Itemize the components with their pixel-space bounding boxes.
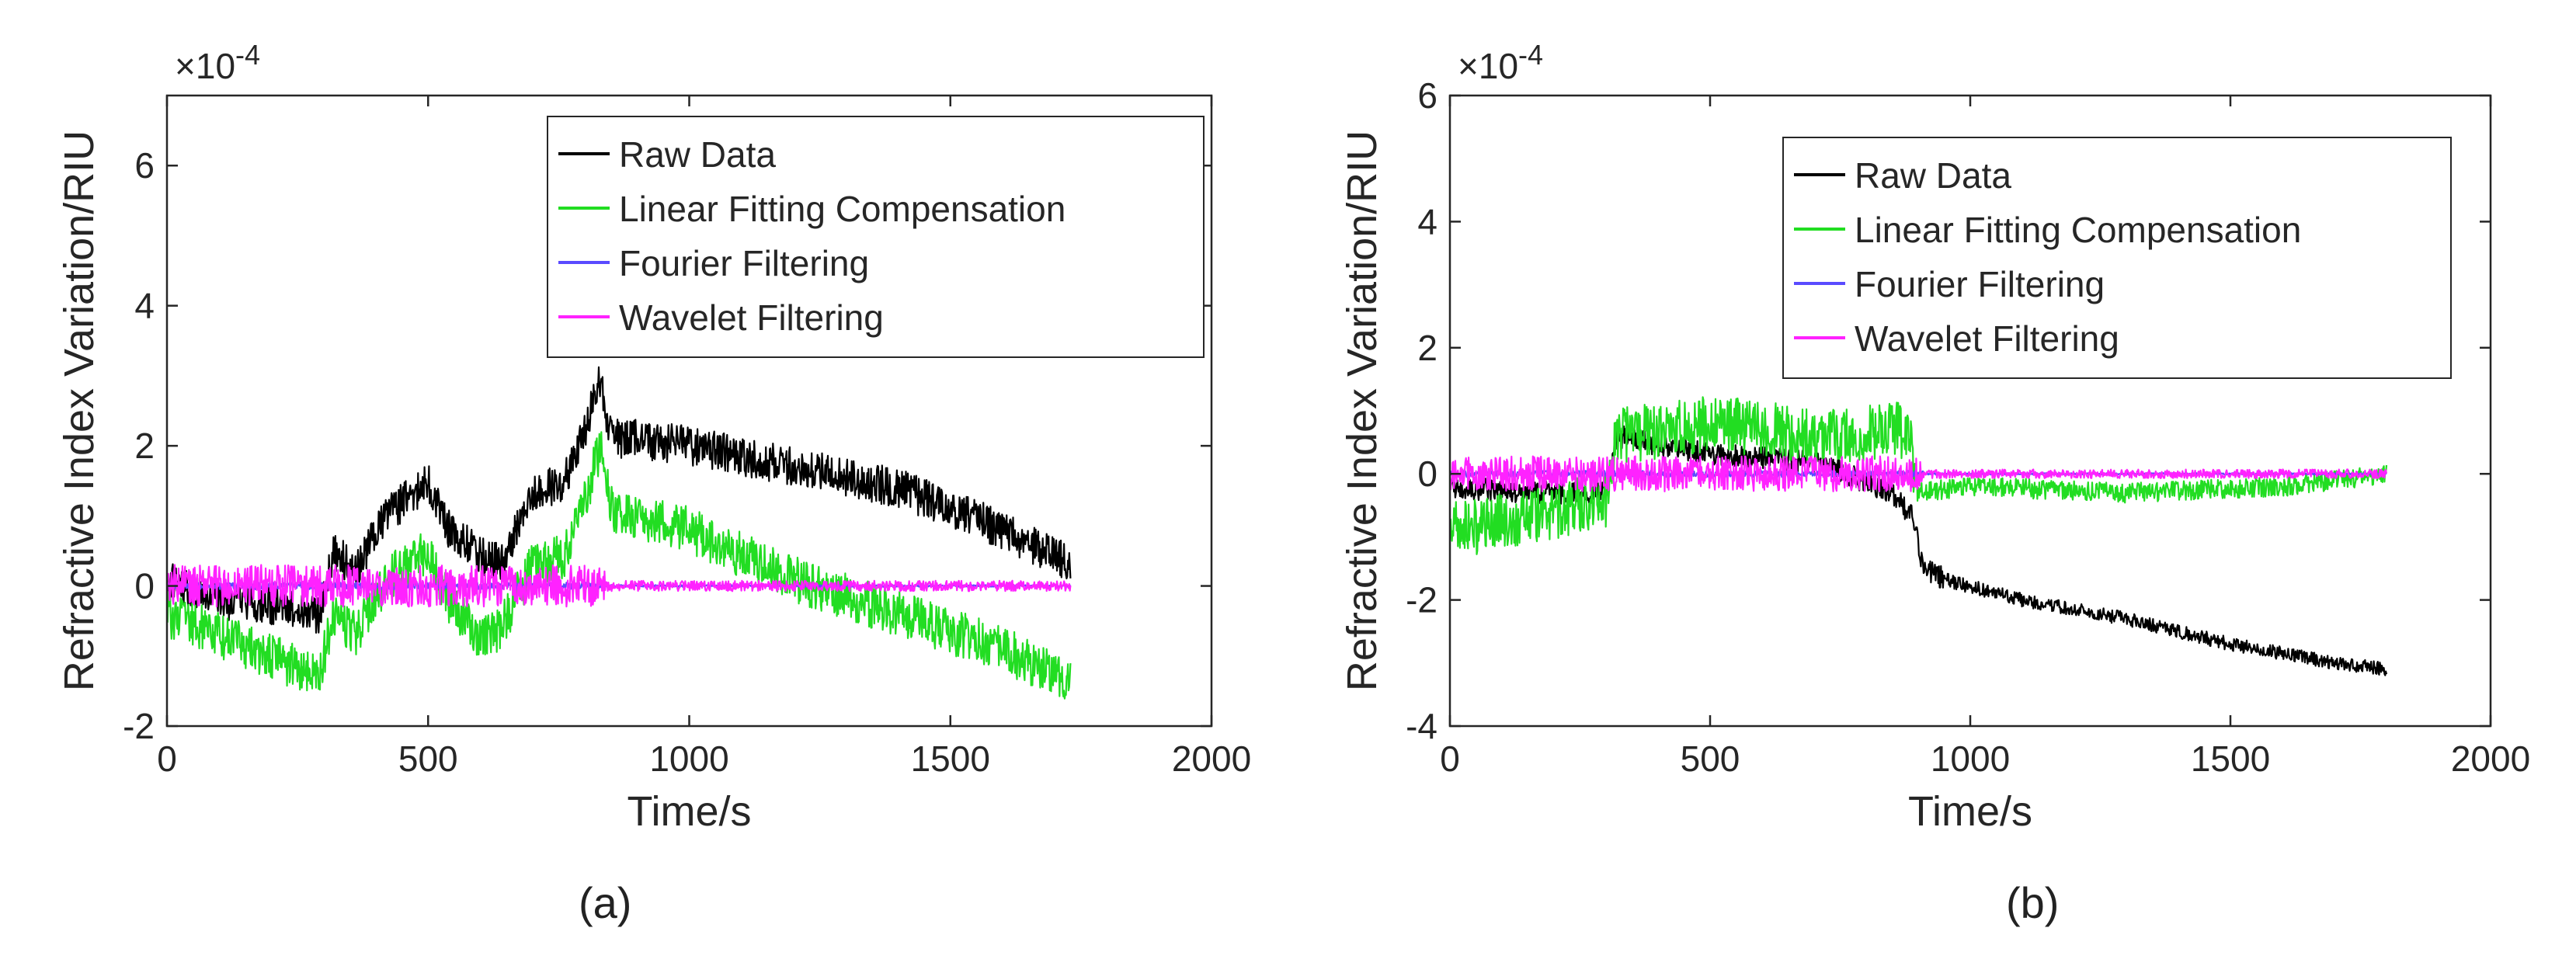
chart-b-ytick-label: -2: [1406, 580, 1437, 620]
chart-b-ytick-label: 0: [1417, 454, 1437, 494]
chart-a-legend-box: [547, 116, 1205, 358]
chart-b-xtick-label: 1500: [2191, 738, 2270, 779]
chart-a-series-raw-data: [167, 366, 1072, 634]
chart-b-series-group: [1450, 396, 2388, 676]
chart-b-xtick-label: 1000: [1931, 738, 2010, 779]
chart-a-series-linear-fitting-compensation: [167, 431, 1072, 700]
chart-a-xtick-label: 1000: [649, 738, 728, 779]
chart-b-y-exponent-power: -4: [1518, 39, 1543, 71]
chart-a-legend: Raw Data Linear Fitting Compensation Fouri…: [547, 116, 1205, 358]
chart-a-xtick-label: 2000: [1172, 738, 1251, 779]
chart-a-xtick-label: 500: [398, 738, 458, 779]
chart-a: 0 500 1000 1500 2000-20246×10-4Time/sRefract…: [56, 39, 1251, 835]
chart-a-ytick-label: 2: [134, 426, 155, 466]
chart-a-xtick-label: 1500: [911, 738, 990, 779]
chart-a-legend-label-2: Fourier Filtering: [619, 243, 869, 283]
chart-b-xtick-label: 0: [1440, 738, 1460, 779]
chart-a-ytick-label: 0: [134, 566, 155, 606]
panel-label-b: (b): [2006, 878, 2060, 927]
chart-a-ytick-label: 4: [134, 286, 155, 326]
chart-a-legend-label-3: Wavelet Filtering: [619, 297, 884, 338]
panel-label-a: (a): [579, 878, 632, 927]
chart-a-y-exponent: ×10-4: [175, 39, 260, 86]
chart-b-xlabel: Time/s: [1908, 788, 2032, 835]
chart-b-legend-label-0: Raw Data: [1855, 155, 2011, 196]
chart-a-y-exponent-power: -4: [235, 39, 260, 71]
chart-b-ytick-label: 4: [1417, 201, 1437, 242]
chart-b-ytick-label: 2: [1417, 328, 1437, 368]
chart-a-legend-label-1: Linear Fitting Compensation: [619, 189, 1066, 229]
chart-b-ytick-label: -4: [1406, 706, 1437, 746]
chart-b-legend-box: [1782, 137, 2452, 379]
chart-b-legend-label-1: Linear Fitting Compensation: [1855, 210, 2301, 250]
chart-a-ytick-label: 6: [134, 145, 155, 186]
chart-b-series-wavelet-filtering: [1450, 455, 2388, 492]
chart-b-ytick-label: 6: [1417, 75, 1437, 116]
chart-a-legend-label-0: Raw Data: [619, 134, 776, 175]
chart-a-xlabel: Time/s: [627, 788, 752, 835]
chart-b-ylabel: Refractive Index Variation/RIU: [1339, 130, 1385, 691]
chart-b-xtick-label: 2000: [2451, 738, 2530, 779]
chart-a-series-wavelet-filtering: [167, 564, 1072, 608]
chart-a-xtick-label: 0: [157, 738, 177, 779]
chart-a-series-group: [167, 366, 1072, 700]
chart-b-legend-label-2: Fourier Filtering: [1855, 264, 2105, 304]
chart-b-y-exponent-base: ×10: [1458, 46, 1518, 86]
chart-a-ytick-label: -2: [123, 706, 155, 746]
chart-b-xtick-label: 500: [1681, 738, 1740, 779]
chart-a-ylabel: Refractive Index Variation/RIU: [56, 130, 103, 691]
chart-b-y-exponent: ×10-4: [1458, 39, 1543, 86]
chart-a-y-exponent-base: ×10: [175, 46, 235, 86]
chart-b: 0 500 1000 1500 2000-4-20246×10-4Time/sRefra…: [1339, 39, 2530, 835]
chart-b-legend: Raw Data Linear Fitting Compensation Fouri…: [1782, 137, 2452, 379]
chart-b-legend-label-3: Wavelet Filtering: [1855, 318, 2119, 359]
